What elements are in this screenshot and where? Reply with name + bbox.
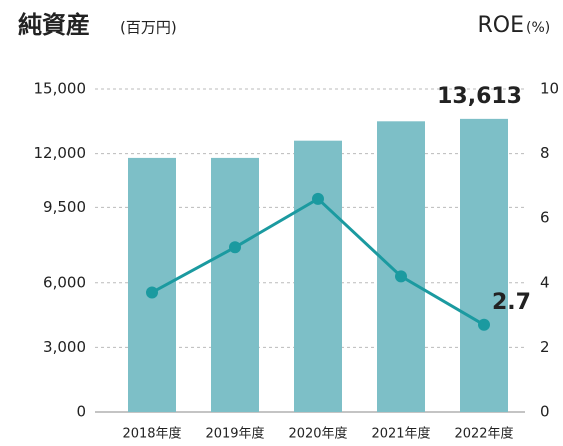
- x-tick-label: 2022年度: [454, 426, 513, 442]
- line-point: [146, 286, 158, 299]
- x-tick-label: 2020年度: [288, 426, 347, 442]
- y2-tick-label: 2: [540, 338, 550, 356]
- y-tick-label: 0: [76, 403, 86, 421]
- x-tick-label: 2019年度: [205, 426, 264, 442]
- y-tick-label: 12,000: [34, 144, 87, 162]
- y2-unit: (%): [526, 20, 550, 36]
- chart-title: 純資産: [18, 11, 90, 39]
- y-tick-label: 15,000: [34, 80, 87, 98]
- x-tick-label: 2021年度: [371, 426, 430, 442]
- x-tick-label: 2018年度: [122, 426, 181, 442]
- line-point: [312, 192, 324, 205]
- line-point: [395, 270, 407, 283]
- bar: [460, 118, 508, 412]
- bar: [211, 157, 259, 412]
- y-tick-label: 6,000: [43, 273, 86, 291]
- y-tick-label: 9,500: [43, 198, 86, 216]
- bar: [294, 140, 342, 412]
- y2-tick-label: 10: [540, 80, 559, 98]
- bar-value-label: 13,613: [437, 84, 522, 109]
- y2-tick-label: 0: [540, 403, 550, 421]
- y-tick-label: 3,000: [43, 338, 86, 356]
- line-point: [229, 241, 241, 254]
- y2-tick-label: 4: [540, 273, 550, 291]
- line-value-label: 2.7: [492, 290, 531, 315]
- y2-tick-label: 6: [540, 209, 550, 227]
- y2-tick-label: 8: [540, 144, 550, 162]
- chart-subtitle: (百万円): [120, 19, 177, 37]
- bar: [377, 121, 425, 413]
- line-point: [478, 318, 490, 331]
- y2-title: ROE: [477, 13, 524, 38]
